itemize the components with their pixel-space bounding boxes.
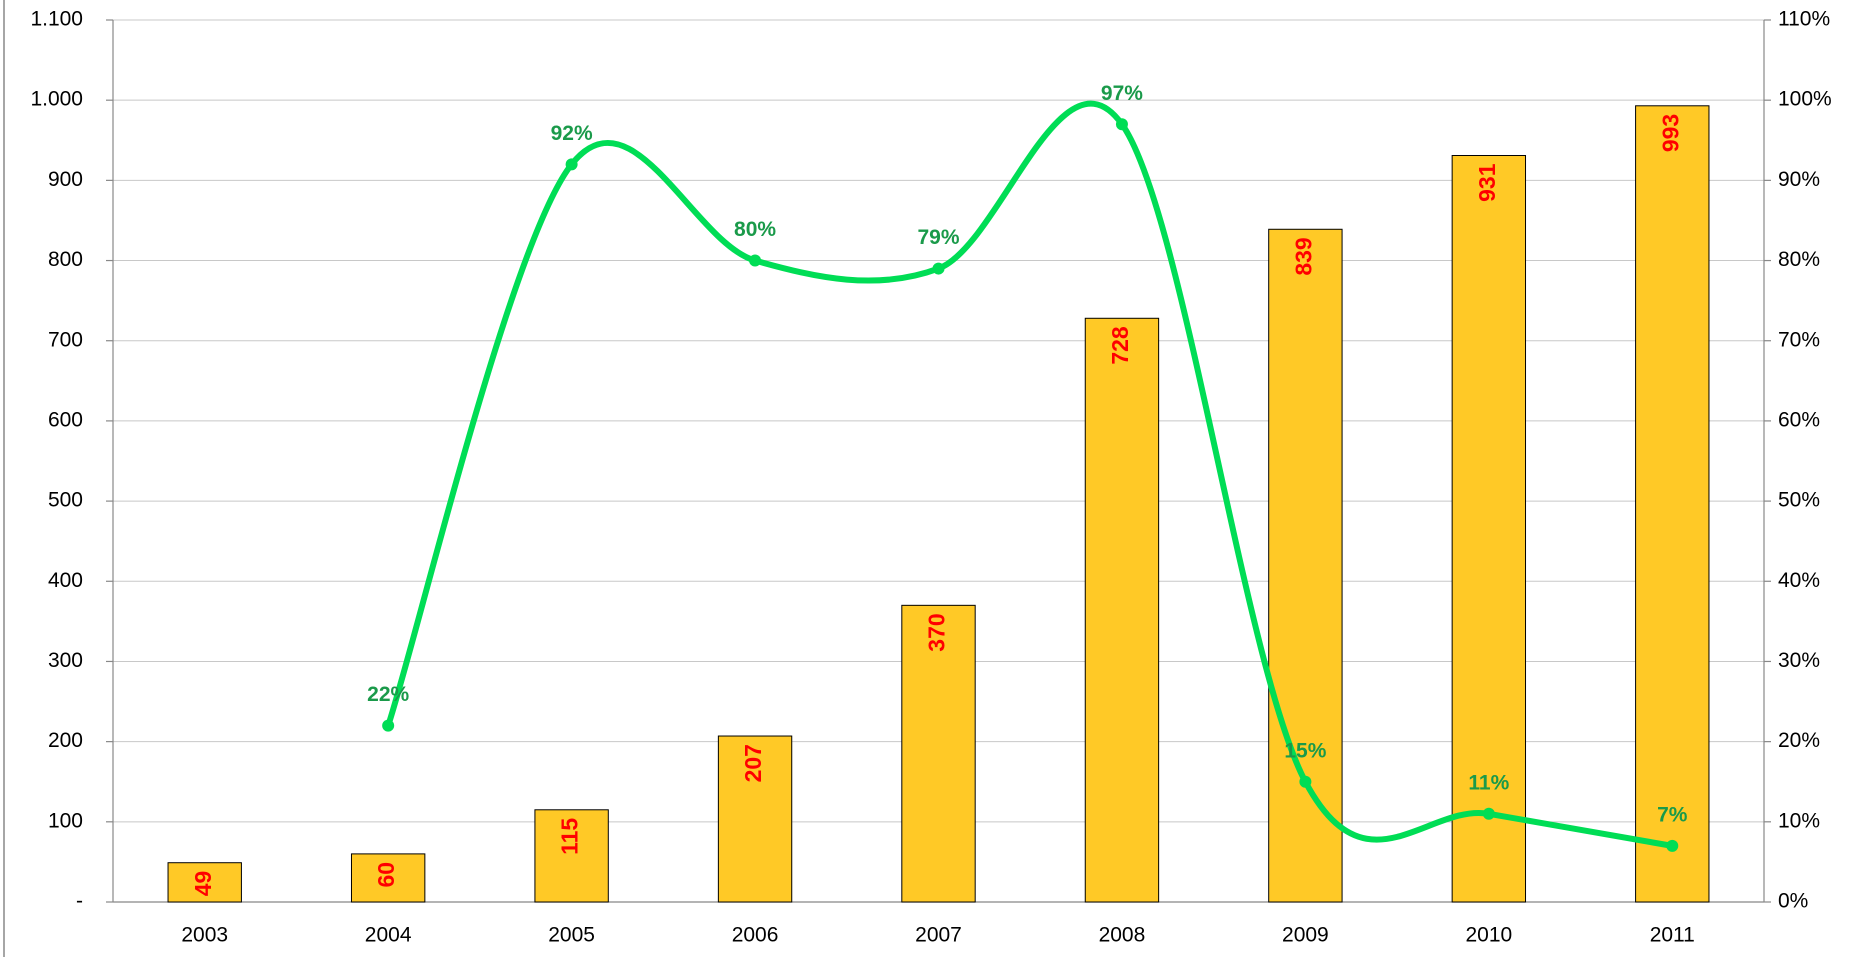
bar — [167, 862, 242, 903]
y-tick-label: 200 — [48, 729, 83, 752]
bar-label: 370 — [924, 613, 950, 651]
line-point — [932, 262, 945, 275]
line-label: 22% — [367, 683, 409, 706]
y2-tick-label: 20% — [1778, 729, 1820, 752]
line-label: 79% — [917, 226, 959, 249]
x-tick-label: 2008 — [1099, 924, 1146, 947]
x-tick-label: 2006 — [732, 924, 779, 947]
bar — [1268, 228, 1343, 903]
line-point — [382, 719, 395, 732]
y-tick-label: - — [76, 890, 83, 913]
line-label: 80% — [734, 218, 776, 241]
line-point — [565, 158, 578, 171]
line-label: 97% — [1101, 82, 1143, 105]
y2-tick-label: 30% — [1778, 649, 1820, 672]
y-tick-label: 900 — [48, 168, 83, 191]
y-tick-label: 400 — [48, 569, 83, 592]
bar-label: 207 — [740, 744, 766, 782]
bar-label: 60 — [373, 862, 399, 888]
y-tick-label: 700 — [48, 328, 83, 351]
line-label: 11% — [1468, 771, 1509, 794]
x-tick-label: 2011 — [1650, 924, 1695, 947]
y-tick-label: 1.100 — [30, 8, 83, 31]
x-tick-label: 2009 — [1282, 924, 1329, 947]
x-tick-label: 2004 — [365, 924, 412, 947]
bar-label: 839 — [1290, 237, 1316, 275]
line — [385, 100, 1673, 849]
y2-tick-label: 70% — [1778, 328, 1820, 351]
bar-label: 49 — [190, 871, 216, 897]
y-tick-label: 600 — [48, 408, 83, 431]
line-point — [1115, 118, 1128, 131]
y-tick-label: 100 — [48, 809, 83, 832]
y2-tick-label: 110% — [1778, 8, 1830, 31]
bar-label: 931 — [1474, 163, 1500, 202]
x-tick-label: 2003 — [181, 924, 228, 947]
bar-label: 728 — [1107, 326, 1133, 365]
y2-tick-label: 40% — [1778, 569, 1820, 592]
y-tick-label: 1.000 — [30, 88, 83, 111]
y2-tick-label: 90% — [1778, 168, 1820, 191]
bar — [534, 809, 609, 903]
bar — [901, 604, 976, 903]
bar — [1451, 155, 1527, 903]
line-point — [1482, 807, 1495, 820]
x-tick-label: 2005 — [548, 924, 595, 947]
y2-tick-label: 10% — [1778, 809, 1820, 832]
y2-tick-label: 60% — [1778, 408, 1820, 431]
y2-tick-label: 0% — [1778, 890, 1808, 913]
x-tick-label: 2007 — [915, 924, 962, 947]
bar-label: 993 — [1657, 114, 1683, 152]
bar-label: 115 — [557, 818, 583, 855]
y2-tick-label: 50% — [1778, 489, 1820, 512]
bar — [1084, 317, 1160, 903]
y2-tick-label: 80% — [1778, 248, 1820, 271]
line-point — [749, 254, 762, 267]
bar — [1635, 105, 1710, 903]
x-tick-label: 2010 — [1465, 924, 1512, 947]
y-tick-label: 300 — [48, 649, 83, 672]
y2-tick-label: 100% — [1778, 88, 1832, 111]
bar — [350, 853, 426, 903]
line-point — [1299, 775, 1312, 788]
y-tick-label: 500 — [48, 489, 83, 512]
y-tick-label: 800 — [48, 248, 83, 271]
line-label: 7% — [1657, 803, 1688, 826]
bar — [717, 735, 793, 903]
line-label: 15% — [1284, 739, 1326, 762]
line-point — [1666, 839, 1679, 852]
line-label: 92% — [551, 122, 593, 145]
